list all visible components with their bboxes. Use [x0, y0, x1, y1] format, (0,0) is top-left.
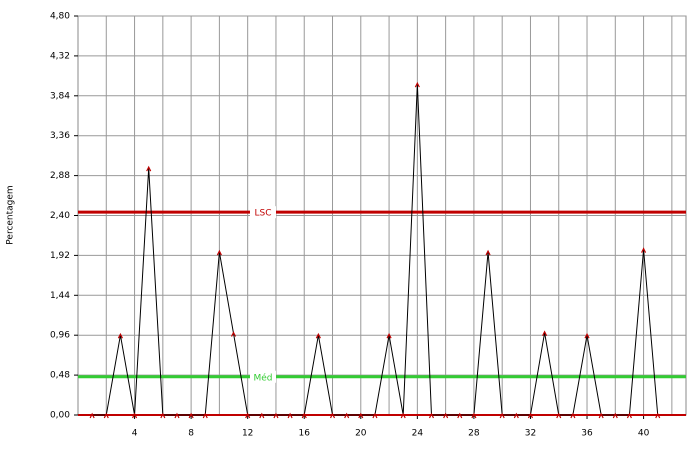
point-marker [527, 412, 534, 419]
point-marker [626, 412, 632, 419]
y-tick-label: 0,48 [50, 371, 70, 381]
point-marker [584, 332, 590, 339]
point-marker [570, 412, 576, 419]
point-marker [358, 412, 364, 419]
y-tick-label: 4,32 [50, 51, 70, 61]
point-marker [542, 330, 548, 336]
point-marker [245, 412, 251, 419]
y-axis-label: Percentagem [6, 185, 16, 244]
point-marker [641, 247, 647, 253]
x-tick-label: 8 [188, 429, 194, 439]
point-marker [556, 412, 562, 419]
point-marker [655, 412, 661, 419]
point-marker [216, 249, 222, 256]
x-tick-label: 20 [355, 429, 367, 439]
control-line-label: LSC [254, 209, 271, 219]
point-marker [230, 331, 237, 337]
x-tick-label: 24 [412, 429, 424, 439]
point-marker [471, 412, 477, 419]
point-marker [287, 412, 293, 419]
point-marker [372, 412, 378, 419]
point-marker [259, 412, 265, 419]
x-tick-label: 16 [299, 429, 311, 439]
point-marker [132, 412, 138, 419]
point-marker [414, 81, 420, 88]
x-tick-label: 36 [581, 429, 593, 439]
y-tick-label: 2,40 [50, 211, 70, 221]
point-marker [499, 412, 505, 419]
point-marker [160, 412, 166, 419]
x-tick-label: 12 [242, 429, 253, 439]
point-marker [273, 412, 279, 419]
y-tick-label: 0,00 [50, 411, 70, 421]
point-marker [457, 412, 463, 419]
x-tick-label: 40 [638, 429, 650, 439]
point-marker [386, 332, 392, 339]
y-tick-label: 4,80 [50, 12, 70, 22]
point-marker [612, 412, 618, 419]
point-marker [202, 412, 208, 419]
label-background [250, 206, 276, 219]
point-marker [400, 412, 406, 419]
y-tick-label: 3,84 [50, 91, 70, 101]
point-marker [103, 412, 109, 419]
point-marker [513, 412, 519, 419]
point-marker [315, 332, 321, 339]
y-tick-label: 0,96 [50, 331, 70, 341]
point-marker [89, 412, 95, 419]
point-marker [174, 412, 180, 419]
point-marker [485, 249, 491, 256]
point-marker [329, 412, 336, 419]
point-marker [344, 412, 350, 419]
point-marker [598, 412, 604, 419]
y-tick-label: 1,92 [50, 251, 70, 261]
x-tick-label: 28 [468, 429, 480, 439]
y-tick-label: 3,36 [50, 131, 70, 141]
control-line-label: Méd [253, 372, 272, 383]
label-background [250, 370, 276, 383]
point-marker [301, 412, 307, 419]
y-tick-label: 1,44 [50, 291, 70, 301]
point-marker [443, 412, 449, 419]
y-tick-label: 2,88 [50, 171, 70, 181]
x-tick-label: 4 [132, 429, 138, 439]
x-tick-label: 32 [525, 429, 536, 439]
point-marker [428, 412, 435, 419]
point-marker [146, 165, 152, 172]
point-marker [188, 412, 194, 419]
point-marker [117, 332, 123, 339]
